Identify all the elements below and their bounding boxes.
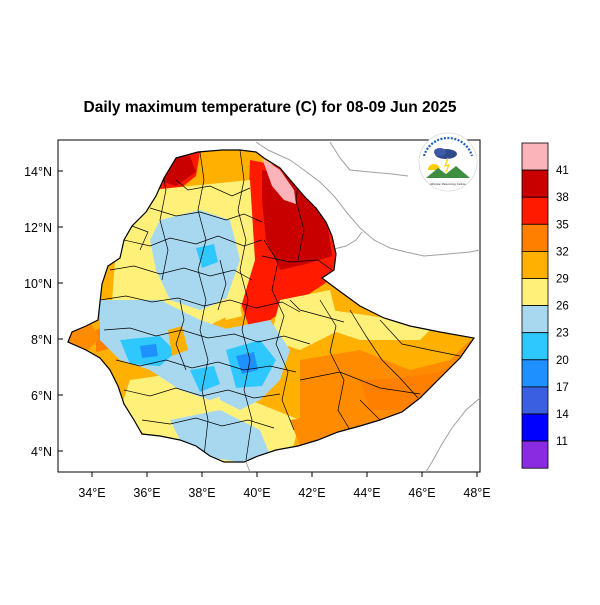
mountain-icon bbox=[426, 166, 470, 178]
colorbar-swatch bbox=[521, 359, 549, 388]
colorbar-swatch bbox=[521, 305, 549, 334]
lat-axis: 14°N 12°N 10°N 8°N 6°N 4°N bbox=[24, 165, 63, 459]
colorbar-label: 20 bbox=[556, 355, 569, 367]
colorbar-label: 23 bbox=[556, 328, 569, 340]
neighbor-borders bbox=[245, 141, 481, 473]
colorbar-label: 17 bbox=[556, 382, 569, 394]
colorbar-swatch bbox=[521, 196, 549, 225]
colorbar-swatch bbox=[521, 223, 549, 252]
page-title: Daily maximum temperature (C) for 08-09 … bbox=[84, 99, 457, 116]
logo-caption: Ethiopian Meteorology Institute bbox=[430, 182, 466, 186]
lon-label-44: 44°E bbox=[353, 486, 380, 500]
lightning-icon bbox=[444, 157, 451, 173]
logo-ring-text-arc bbox=[422, 136, 474, 157]
colorbar-label: 26 bbox=[556, 301, 569, 313]
lon-label-40: 40°E bbox=[243, 486, 270, 500]
lon-axis: 34°E 36°E 38°E 40°E 42°E 44°E 46°E 48°E bbox=[78, 472, 491, 500]
colorbar-swatch bbox=[521, 332, 549, 361]
admin-boundaries bbox=[99, 150, 461, 461]
lon-label-48: 48°E bbox=[463, 486, 490, 500]
lat-label-8: 8°N bbox=[31, 333, 52, 347]
colorbar-swatch bbox=[521, 169, 549, 198]
lon-label-46: 46°E bbox=[408, 486, 435, 500]
colorbar: 41 38 35 32 29 26 23 20 17 14 11 bbox=[521, 142, 569, 469]
lat-label-12: 12°N bbox=[24, 221, 52, 235]
colorbar-label: 41 bbox=[556, 165, 569, 177]
colorbar-label: 29 bbox=[556, 274, 569, 286]
colorbar-swatch bbox=[521, 386, 549, 415]
sun-icon bbox=[428, 164, 440, 170]
lat-label-10: 10°N bbox=[24, 277, 52, 291]
colorbar-label: 11 bbox=[556, 436, 568, 448]
lon-label-36: 36°E bbox=[133, 486, 160, 500]
lat-label-14: 14°N bbox=[24, 165, 52, 179]
colorbar-label: 38 bbox=[556, 192, 569, 204]
lon-label-34: 34°E bbox=[78, 486, 105, 500]
colorbar-swatch bbox=[521, 440, 549, 469]
colorbar-label: 32 bbox=[556, 246, 569, 258]
colorbar-swatch bbox=[521, 142, 549, 171]
institute-logo: Ethiopian Meteorology Institute bbox=[418, 132, 478, 192]
lon-label-42: 42°E bbox=[298, 486, 325, 500]
lat-label-4: 4°N bbox=[31, 445, 52, 459]
colorbar-label: 14 bbox=[556, 409, 569, 421]
colorbar-swatch bbox=[521, 413, 549, 442]
colorbar-label: 35 bbox=[556, 219, 569, 231]
lat-label-6: 6°N bbox=[31, 389, 52, 403]
lon-label-38: 38°E bbox=[188, 486, 215, 500]
colorbar-swatch bbox=[521, 250, 549, 279]
colorbar-swatch bbox=[521, 278, 549, 307]
